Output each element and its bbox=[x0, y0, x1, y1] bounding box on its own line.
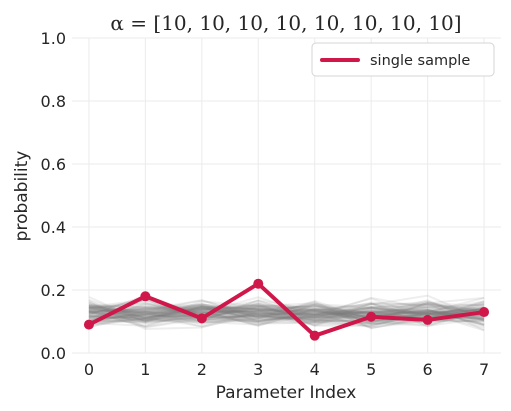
y-tick-label: 0.4 bbox=[41, 218, 66, 237]
grid bbox=[72, 37, 501, 354]
x-tick-label: 6 bbox=[423, 360, 433, 379]
sample-line bbox=[88, 301, 485, 325]
sample-line bbox=[88, 306, 485, 325]
series-group bbox=[83, 278, 490, 341]
x-tick-labels: 0 1 2 3 4 5 6 7 bbox=[84, 360, 489, 379]
data-point bbox=[140, 291, 151, 302]
sample-line bbox=[88, 300, 485, 322]
data-point bbox=[253, 278, 264, 289]
sample-line bbox=[88, 306, 485, 320]
sample-line bbox=[88, 301, 485, 325]
sample-line bbox=[88, 311, 485, 329]
sample-line bbox=[88, 304, 485, 324]
sample-line bbox=[88, 298, 485, 328]
y-tick-label: 0.0 bbox=[41, 344, 66, 363]
sample-line bbox=[88, 308, 485, 325]
sample-line bbox=[88, 305, 485, 327]
legend-label: single sample bbox=[370, 53, 470, 69]
sample-line bbox=[88, 302, 485, 328]
x-tick-label: 0 bbox=[84, 360, 94, 379]
chart-title: α = [10, 10, 10, 10, 10, 10, 10, 10] bbox=[110, 11, 461, 35]
legend-box bbox=[311, 42, 495, 77]
sample-line bbox=[88, 303, 485, 326]
sample-line bbox=[88, 306, 485, 324]
sample-line bbox=[88, 302, 485, 327]
sample-line bbox=[88, 302, 485, 321]
sample-line bbox=[88, 308, 485, 327]
sample-line bbox=[88, 296, 485, 323]
sample-line bbox=[88, 299, 485, 325]
sample-line bbox=[88, 294, 485, 329]
y-tick-label: 0.8 bbox=[41, 92, 66, 111]
sample-line bbox=[88, 302, 485, 324]
sample-line bbox=[88, 297, 485, 328]
sample-line bbox=[88, 305, 485, 327]
sample-line bbox=[88, 300, 485, 329]
sample-line bbox=[88, 304, 485, 327]
y-tick-label: 1.0 bbox=[41, 29, 66, 48]
sample-line bbox=[88, 305, 485, 327]
y-tick-label: 0.6 bbox=[41, 155, 66, 174]
data-point bbox=[366, 311, 377, 322]
x-tick-label: 5 bbox=[366, 360, 376, 379]
sample-line bbox=[88, 309, 485, 327]
sample-line bbox=[88, 302, 485, 321]
data-point bbox=[422, 314, 433, 325]
x-tick-label: 2 bbox=[197, 360, 207, 379]
sample-line bbox=[88, 303, 485, 322]
x-axis-label: Parameter Index bbox=[216, 383, 357, 403]
sample-line bbox=[88, 305, 485, 323]
legend: single sample bbox=[311, 42, 495, 77]
sample-line bbox=[88, 298, 485, 328]
sample-line bbox=[88, 306, 485, 326]
x-tick-label: 4 bbox=[310, 360, 320, 379]
x-tick-label: 3 bbox=[253, 360, 263, 379]
sample-line bbox=[88, 310, 485, 325]
sample-line bbox=[88, 306, 485, 326]
sample-line bbox=[88, 308, 485, 322]
sample-line bbox=[88, 299, 485, 323]
sample-line bbox=[88, 301, 485, 331]
background-samples bbox=[88, 294, 485, 332]
y-tick-label: 0.2 bbox=[41, 281, 66, 300]
series-line bbox=[86, 281, 487, 338]
sample-line bbox=[88, 303, 485, 328]
sample-line bbox=[88, 301, 485, 322]
y-axis-label: probability bbox=[12, 151, 32, 242]
data-point bbox=[479, 307, 490, 318]
sample-line bbox=[88, 297, 485, 319]
y-tick-labels: 0.0 0.2 0.4 0.6 0.8 1.0 bbox=[41, 29, 66, 363]
sample-line bbox=[88, 305, 485, 323]
sample-line bbox=[88, 302, 485, 320]
sample-line bbox=[88, 306, 485, 328]
sample-line bbox=[88, 304, 485, 327]
sample-line bbox=[88, 300, 485, 324]
data-point bbox=[196, 313, 207, 324]
sample-line bbox=[88, 304, 485, 326]
sample-line bbox=[88, 303, 485, 316]
sample-line bbox=[88, 303, 485, 325]
data-point bbox=[309, 330, 320, 341]
sample-line bbox=[88, 299, 485, 319]
sample-line bbox=[88, 311, 485, 329]
sample-line bbox=[88, 306, 485, 326]
data-point bbox=[83, 319, 94, 330]
sample-line bbox=[88, 298, 485, 319]
x-tick-label: 7 bbox=[479, 360, 489, 379]
x-tick-label: 1 bbox=[140, 360, 150, 379]
